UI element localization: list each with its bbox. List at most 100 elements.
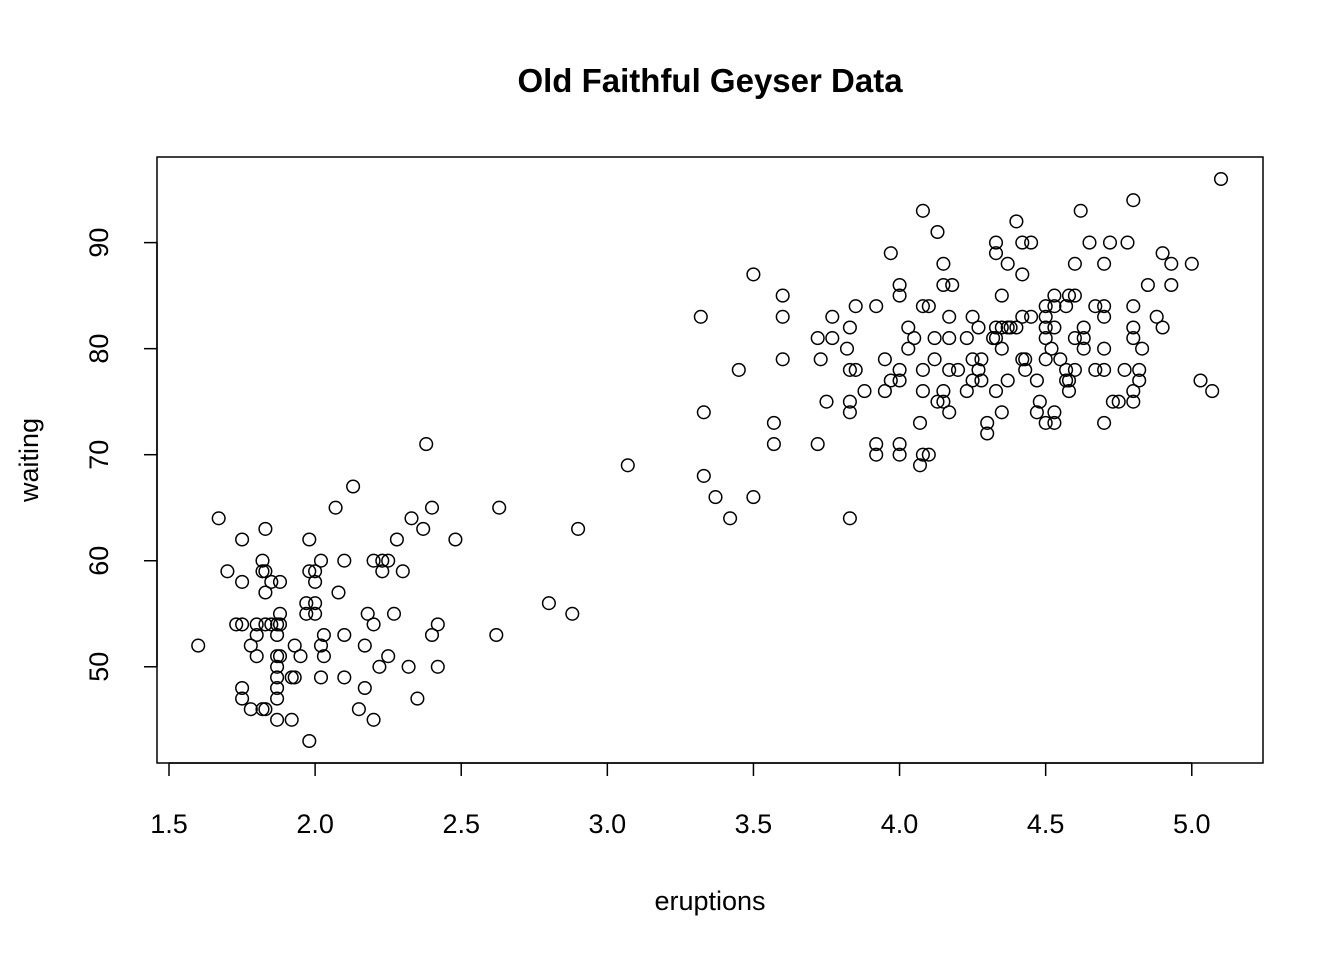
data-point: [264, 617, 279, 632]
data-point: [994, 320, 1009, 335]
data-point: [620, 458, 635, 473]
data-point: [930, 394, 945, 409]
data-point: [1132, 373, 1147, 388]
data-point: [1076, 331, 1091, 346]
data-point: [950, 362, 966, 377]
data-point: [337, 553, 352, 568]
x-axis-label: eruptions: [654, 886, 765, 916]
data-point: [1067, 288, 1082, 303]
data-point: [994, 405, 1009, 420]
data-point: [419, 437, 434, 452]
data-point: [1047, 320, 1062, 335]
data-point: [258, 617, 273, 632]
x-tick-label: 2.5: [442, 809, 480, 839]
data-point: [1024, 235, 1039, 250]
data-point: [1009, 214, 1024, 229]
data-point: [1097, 309, 1112, 324]
data-point: [883, 373, 898, 388]
data-point: [331, 585, 346, 600]
data-point: [930, 224, 945, 240]
data-point: [965, 352, 980, 367]
data-point: [249, 649, 264, 664]
data-point: [264, 574, 279, 589]
data-point: [980, 415, 995, 430]
data-point: [366, 553, 381, 568]
data-point: [389, 532, 404, 547]
data-point: [1126, 193, 1141, 208]
data-point: [302, 733, 317, 749]
data-point: [988, 320, 1004, 335]
data-point: [731, 362, 746, 377]
data-point: [877, 384, 892, 399]
data-point: [971, 320, 986, 335]
data-point: [1000, 373, 1015, 388]
data-point: [988, 235, 1004, 250]
data-point: [921, 447, 936, 462]
data-point: [842, 405, 857, 420]
data-point: [220, 564, 235, 579]
data-point: [430, 659, 445, 674]
data-point: [346, 479, 361, 494]
data-point: [448, 532, 463, 547]
data-point: [1126, 320, 1141, 335]
data-point: [243, 638, 258, 653]
data-point: [1140, 277, 1155, 293]
data-point: [915, 362, 930, 377]
data-point: [299, 596, 314, 611]
data-point: [842, 362, 857, 377]
data-point: [869, 447, 884, 462]
data-point: [1076, 320, 1091, 335]
data-point: [1135, 341, 1150, 356]
data-point: [235, 532, 250, 547]
data-point: [775, 288, 790, 303]
data-point: [366, 712, 381, 727]
data-point: [1061, 373, 1077, 388]
data-point: [308, 564, 323, 579]
data-point: [299, 606, 314, 621]
data-point: [1164, 277, 1179, 293]
y-tick-label: 60: [84, 546, 114, 576]
data-point: [1029, 405, 1044, 420]
data-point: [258, 585, 273, 600]
data-point: [936, 256, 951, 271]
data-point: [825, 331, 840, 346]
y-axis-label: waiting: [14, 418, 44, 503]
data-point: [416, 521, 431, 536]
data-point: [842, 394, 857, 409]
data-point: [270, 670, 285, 685]
data-point: [708, 490, 723, 505]
data-point: [287, 638, 302, 653]
y-tick-label: 50: [84, 652, 114, 682]
data-point: [316, 649, 331, 664]
data-point: [424, 627, 440, 643]
data-point: [974, 352, 989, 367]
data-point: [696, 468, 711, 483]
data-point: [293, 649, 308, 664]
data-point: [565, 606, 580, 621]
data-point: [988, 246, 1004, 261]
x-tick-label: 3.5: [735, 809, 773, 839]
data-point: [1117, 362, 1132, 377]
data-point: [375, 564, 390, 579]
data-point: [974, 373, 989, 388]
data-point: [1213, 171, 1229, 187]
data-point: [825, 309, 840, 324]
data-point: [1088, 299, 1103, 314]
data-point: [1205, 384, 1220, 399]
data-point: [1097, 362, 1112, 377]
x-tick-label: 4.5: [1027, 809, 1065, 839]
data-point: [1073, 203, 1088, 218]
data-point: [272, 649, 288, 664]
data-point: [927, 352, 942, 367]
data-point: [337, 627, 352, 643]
data-point: [489, 627, 504, 643]
y-tick-label: 70: [84, 440, 114, 470]
data-point: [430, 617, 445, 632]
x-tick-label: 5.0: [1173, 809, 1211, 839]
data-point: [270, 691, 285, 706]
data-point: [1126, 394, 1141, 409]
data-point: [1038, 415, 1053, 430]
data-point: [249, 617, 264, 632]
data-point: [1126, 331, 1141, 346]
